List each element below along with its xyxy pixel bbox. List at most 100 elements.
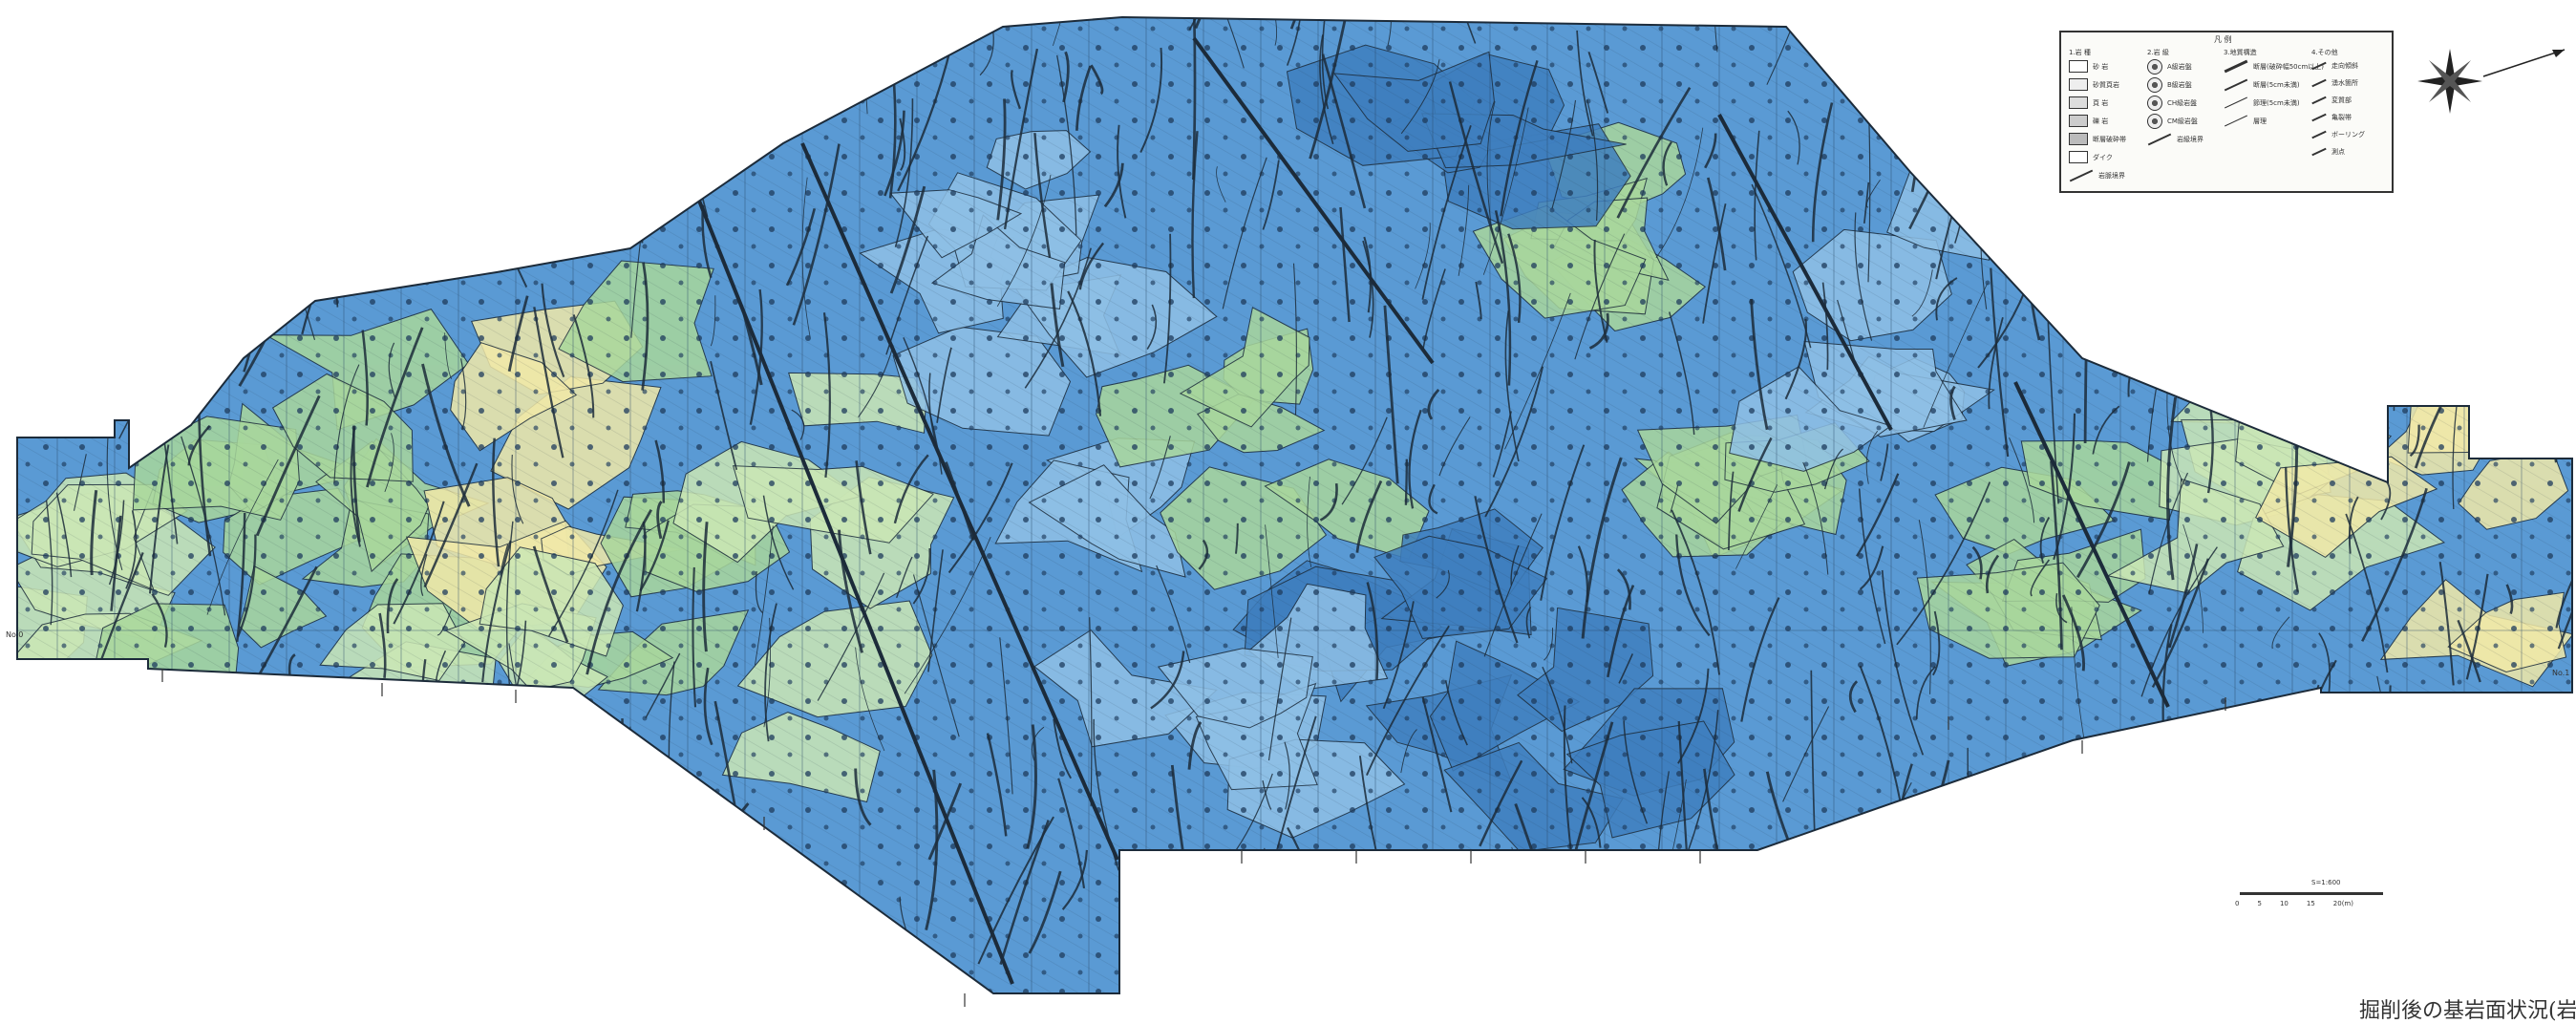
map-caption: 掘削後の基岩面状況(岩盤 [2359, 993, 2576, 1024]
scale-line [2240, 892, 2383, 895]
fracture-line [532, 26, 586, 121]
scale-tick: 5 [2257, 900, 2261, 907]
legend-item: 断層破砕帯 [2069, 130, 2126, 148]
fracture-line [141, 682, 189, 794]
fracture-line [451, 784, 463, 939]
scale-tick: 20(m) [2333, 900, 2353, 907]
legend-item: 断層(5cm未満) [2224, 75, 2324, 94]
fracture-line [311, 698, 369, 874]
fracture-line [1740, 893, 1747, 986]
fracture-line [130, 366, 152, 429]
fracture-line [54, 728, 58, 769]
fracture-line [343, 928, 351, 962]
fracture-line [2120, 326, 2134, 367]
fracture-line [64, 693, 109, 841]
fracture-line [32, 757, 66, 818]
fracture-line [2331, 0, 2357, 19]
fracture-line [21, 743, 62, 845]
legend-item: 変質部 [2311, 92, 2365, 109]
fracture-line [116, 208, 143, 299]
fracture-line [821, 0, 844, 50]
fracture-line [2465, 871, 2480, 963]
fracture-line [2467, 146, 2511, 322]
fracture-line [2296, 685, 2319, 824]
fracture-line [623, 718, 631, 805]
fracture-line [237, 815, 255, 885]
fracture-line [63, 864, 75, 922]
legend-item: 礫 岩 [2069, 112, 2126, 130]
fracture-line [100, 135, 115, 245]
fracture-line [180, 680, 209, 760]
fracture-line [474, 0, 499, 95]
fracture-line [68, 857, 93, 956]
fracture-line [808, 0, 819, 91]
fracture-line [1780, 843, 1783, 947]
fracture-line [2385, 365, 2394, 411]
fracture-line [115, 200, 125, 318]
fracture-line [146, 41, 150, 112]
fracture-line [119, 847, 124, 896]
legend-col3-header: 3.地質構造 [2224, 48, 2324, 57]
north-arrow-icon [2407, 38, 2569, 124]
fracture-line [21, 111, 55, 210]
legend-item: 砂質頁岩 [2069, 75, 2126, 94]
fracture-line [543, 21, 558, 119]
fracture-line [452, 764, 507, 907]
fracture-line [610, 772, 657, 912]
fracture-line [2472, 285, 2522, 392]
fracture-line [2549, 313, 2557, 463]
legend-item: 岩脈境界 [2069, 166, 2126, 184]
rock-zone [416, 705, 556, 821]
fracture-line [1800, 818, 1861, 972]
fracture-line [410, 0, 436, 106]
scale-label: S=1:600 [2311, 879, 2340, 886]
fracture-line [2499, 754, 2517, 810]
scale-tick: 15 [2307, 900, 2315, 907]
fracture-line [287, 859, 312, 974]
fracture-line [1554, 868, 1563, 938]
fracture-line [1458, 935, 1466, 974]
fracture-line [285, 769, 299, 820]
fracture-line [140, 117, 172, 241]
legend-item: 断層(破砕幅50cm以上) [2224, 57, 2324, 75]
fracture-line [696, 913, 728, 970]
legend-column-rock-class: 2.岩 級 A級岩盤 B級岩盤 CH級岩盤 CM級岩盤 岩級境界 [2147, 48, 2203, 148]
legend-col4-header: 4.その他 [2311, 48, 2365, 57]
fracture-line [619, 727, 630, 829]
fracture-line [1478, 877, 1486, 912]
fracture-line [821, 18, 833, 56]
fracture-line [95, 103, 104, 157]
fracture-line [537, 115, 572, 240]
fracture-line [2368, 343, 2382, 402]
fracture-line [2480, 166, 2543, 327]
fracture-line [357, 153, 367, 199]
fracture-line [222, 672, 230, 783]
fracture-line [1512, 847, 1517, 880]
fracture-line [137, 258, 167, 389]
fracture-line [421, 779, 427, 874]
fracture-line [682, 41, 701, 199]
fracture-line [466, 112, 526, 288]
fracture-line [143, 726, 156, 866]
fracture-line [522, 867, 530, 958]
legend-col2-header: 2.岩 級 [2147, 48, 2203, 57]
fracture-line [312, 0, 332, 86]
fracture-line [13, 0, 53, 81]
legend-item: CH級岩盤 [2147, 94, 2203, 112]
fracture-line [571, 114, 600, 244]
map-legend: 凡 例 1.岩 種 砂 岩 砂質頁岩 頁 岩 礫 岩 断層破砕帯 ダイク 岩脈境… [2059, 31, 2394, 193]
fracture-line [2407, 931, 2418, 964]
fracture-line [296, 120, 315, 170]
fracture-line [277, 35, 287, 78]
fracture-line [2390, 192, 2401, 322]
fracture-line [2464, 765, 2477, 828]
legend-item: ダイク [2069, 148, 2126, 166]
fracture-line [2281, 244, 2295, 400]
fracture-line [1324, 868, 1333, 923]
legend-item: 亀裂帯 [2311, 109, 2365, 126]
fracture-line [393, 17, 410, 191]
fracture-line [1884, 0, 1885, 68]
legend-col1-header: 1.岩 種 [2069, 48, 2126, 57]
legend-item: 層理 [2224, 112, 2324, 130]
fracture-line [104, 0, 146, 158]
